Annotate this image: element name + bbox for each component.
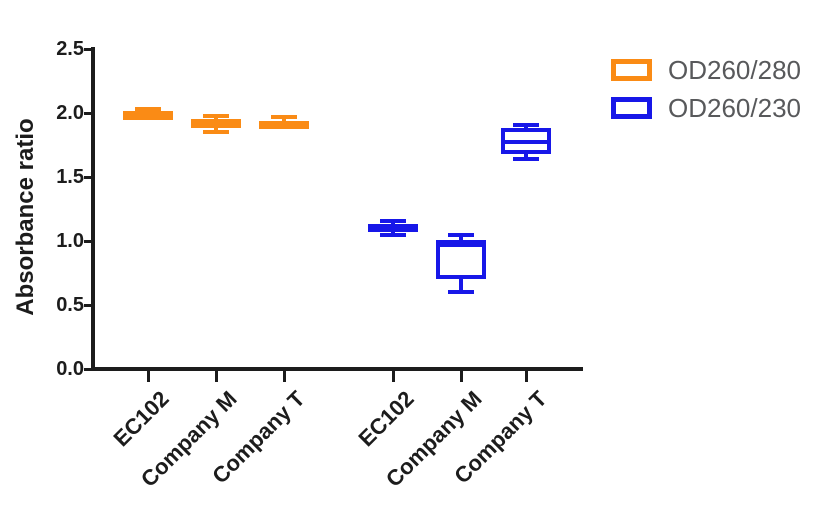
legend-item-od260-280: OD260/280 xyxy=(611,57,801,83)
x-tick-company-t-2 xyxy=(282,371,286,382)
x-tick-label-ec102-3: EC102 xyxy=(353,386,419,452)
legend-label-od260-280: OD260/280 xyxy=(668,55,801,85)
x-axis-line xyxy=(91,367,583,371)
y-tick-2.5 xyxy=(84,47,93,51)
x-tick-company-t-5 xyxy=(524,371,528,382)
x-tick-company-m-4 xyxy=(459,371,463,382)
median-od260-230-company-t xyxy=(501,140,551,145)
x-tick-ec102-0 xyxy=(146,371,150,382)
legend-swatch-blue-icon xyxy=(611,97,652,119)
y-tick-label-1.5: 1.5 xyxy=(56,166,84,188)
whisker-cap-bottom-od260-280-company-m xyxy=(203,130,229,135)
y-tick-2.0 xyxy=(84,111,93,115)
whisker-cap-bottom-od260-230-ec102 xyxy=(380,232,406,237)
whisker-cap-bottom-od260-230-company-t xyxy=(513,157,539,162)
whisker-top-od260-230-company-m xyxy=(459,232,463,242)
whisker-cap-top-od260-280-company-m xyxy=(203,113,229,118)
y-tick-1.5 xyxy=(84,175,93,179)
median-od260-280-company-t xyxy=(259,122,309,127)
y-tick-label-2.0: 2.0 xyxy=(56,102,84,124)
median-od260-280-company-m xyxy=(191,121,241,126)
y-tick-label-2.5: 2.5 xyxy=(56,38,84,60)
x-tick-company-m-1 xyxy=(214,371,218,382)
whisker-cap-top-od260-280-company-t xyxy=(271,114,297,119)
whisker-cap-top-od260-230-company-t xyxy=(513,122,539,127)
whisker-cap-top-od260-230-company-m xyxy=(448,232,474,237)
whisker-cap-top-od260-230-ec102 xyxy=(380,218,406,223)
y-tick-1.0 xyxy=(84,239,93,243)
whisker-bottom-od260-230-company-t xyxy=(524,151,528,162)
median-od260-230-company-m xyxy=(436,242,486,247)
y-tick-0.0 xyxy=(84,367,93,371)
whisker-bottom-od260-230-company-m xyxy=(459,277,463,295)
whisker-cap-bottom-od260-230-company-m xyxy=(448,290,474,295)
y-tick-label-1.0: 1.0 xyxy=(56,230,84,252)
y-tick-0.5 xyxy=(84,303,93,307)
whisker-cap-top-od260-280-ec102 xyxy=(135,107,161,112)
legend-label-od260-230: OD260/230 xyxy=(668,93,801,123)
x-tick-ec102-3 xyxy=(391,371,395,382)
y-tick-label-0.0: 0.0 xyxy=(56,358,84,380)
median-od260-280-ec102 xyxy=(123,111,173,115)
y-tick-label-0.5: 0.5 xyxy=(56,294,84,316)
legend-swatch-orange-icon xyxy=(611,59,652,81)
legend: OD260/280 OD260/230 xyxy=(611,57,801,133)
y-axis-line xyxy=(91,47,95,371)
median-od260-230-ec102 xyxy=(368,226,418,231)
legend-item-od260-230: OD260/230 xyxy=(611,95,801,121)
x-tick-label-ec102-0: EC102 xyxy=(108,386,174,452)
